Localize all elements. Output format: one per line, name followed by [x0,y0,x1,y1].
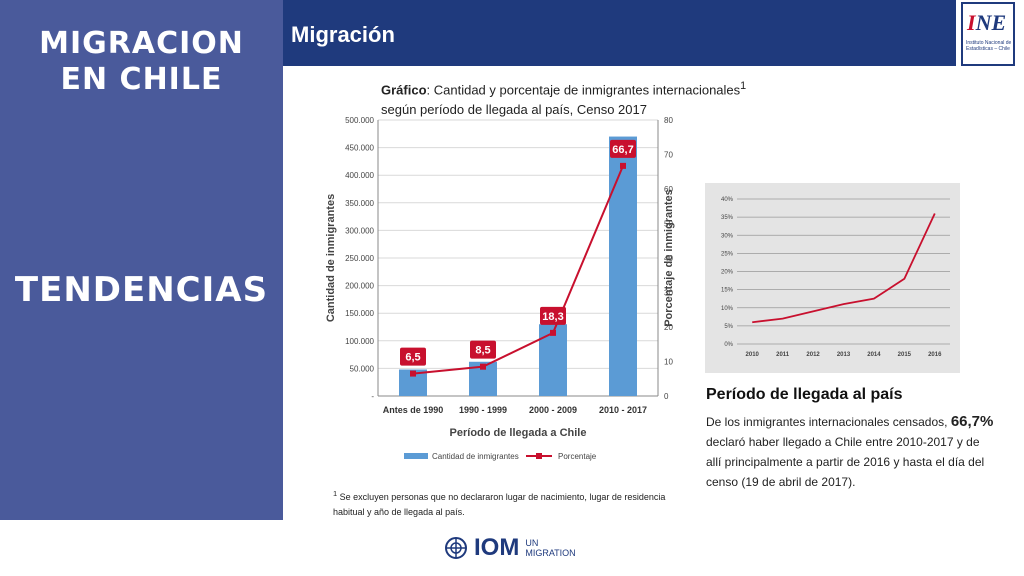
un-emblem-icon [445,537,467,559]
logo-subtext: Instituto Nacional de Estadísticas – Chi… [966,40,1012,52]
y-tick-label: 450.000 [345,144,374,153]
inset-y-tick-label: 40% [721,197,734,203]
data-label-box [470,340,496,359]
y2-tick-label: 70 [664,151,673,160]
y2-tick-label: 0 [664,392,669,401]
caption-line1: : Cantidad y porcentaje de inmigrantes i… [426,82,741,98]
title-line1: MIGRACION [39,26,244,61]
y-tick-label: 400.000 [345,171,374,180]
caption-line2: según período de llegada al país, Censo … [381,102,647,118]
legend-label: Porcentaje [558,452,597,461]
legend-label: Cantidad de inmigrantes [432,452,519,461]
footnote-sup: 1 [333,489,338,498]
inset-y-tick-label: 10% [721,306,734,312]
y-tick-label: 100.000 [345,337,374,346]
section-title: MIGRACION EN CHILE [0,26,283,98]
percentage-line [412,165,624,375]
percentage-point [410,370,416,377]
periodo-text-after: declaró haber llegado a Chile entre 2010… [706,435,985,489]
y2-tick-label: 50 [664,220,673,229]
y-tick-label: 50.000 [350,364,375,373]
chart-caption: Gráfico: Cantidad y porcentaje de inmigr… [381,76,746,120]
iom-logo: IOM UN MIGRATION [444,534,576,562]
periodo-highlight: 66,7% [950,413,994,430]
data-label-box [610,139,636,158]
main-chart: - 50.000 100.000 150.000 200.000 250.000 300.0… [325,116,675,461]
y-tick-label: 150.000 [345,309,374,318]
periodo-text-before: De los inmigrantes internacionales censa… [706,415,951,429]
inset-y-tick-label: 25% [721,251,734,257]
inset-y-tick-label: 15% [721,288,734,294]
inset-y-tick-label: 35% [721,215,734,221]
y2-tick-label: 80 [664,116,673,125]
periodo-text: De los inmigrantes internacionales censa… [706,412,996,492]
legend-marker [536,453,542,459]
footnote-text: Se excluyen personas que no declararon l… [333,492,666,517]
inset-y-tick-label: 5% [724,324,733,330]
caption-sup: 1 [740,80,747,92]
y2-tick-label: 40 [664,254,673,263]
bar [609,136,637,396]
inset-background [705,183,960,373]
x-tick-label: 1990 - 1999 [459,405,507,415]
y2-tick-label: 60 [664,185,673,194]
data-label: 66,7 [612,144,633,156]
inset-x-tick-label: 2011 [776,352,790,358]
data-label: 8,5 [475,345,490,357]
y2-tick-label: 10 [664,358,673,367]
y-tick-label: 500.000 [345,116,374,125]
inset-x-tick-label: 2016 [928,352,942,358]
percentage-point [480,363,486,370]
x-axis-title: Período de llegada a Chile [450,427,587,439]
y2-tick-label: 20 [664,323,673,332]
inset-y-tick-label: 30% [721,233,734,239]
inset-chart: 0% 5% 10% 15% 20% 25% 30% 35% 40% 2010 2011 2012 201… [705,183,960,373]
inset-x-tick-label: 2012 [806,352,820,358]
caption-label: Gráfico [381,82,427,98]
x-tick-label: Antes de 1990 [383,405,444,415]
y-tick-label: 250.000 [345,254,374,263]
percentage-point [550,329,556,336]
data-label-box [540,306,566,325]
header-title: Migración [291,22,395,47]
y-tick-label: 300.000 [345,226,374,235]
inset-y-tick-label: 0% [724,342,733,348]
percentage-point [620,162,626,169]
y-tick-label: - [371,392,374,401]
un-text: UN [525,538,539,548]
data-label: 6,5 [405,352,420,364]
iom-text: IOM [474,534,520,561]
inset-x-tick-label: 2015 [898,352,912,358]
inset-y-tick-label: 20% [721,270,734,276]
inset-x-tick-label: 2013 [837,352,851,358]
inset-x-tick-label: 2010 [746,352,760,358]
y-tick-label: 350.000 [345,199,374,208]
inset-x-tick-label: 2014 [867,352,881,358]
header-bar: Migración [283,0,956,66]
y2-tick-label: 30 [664,289,673,298]
section-subtitle: TENDENCIAS [14,270,269,310]
x-tick-label: 2010 - 2017 [599,405,647,415]
y-axis-title: Cantidad de inmigrantes [325,194,337,322]
y2-axis-title: Porcentaje de inmigrantes [663,189,675,327]
left-panel: MIGRACION EN CHILE TENDENCIAS [0,0,283,520]
data-label: 18,3 [542,311,563,323]
ine-logo: INE Instituto Nacional de Estadísticas –… [961,2,1015,66]
legend-swatch-bars [404,453,428,459]
migration-text: MIGRATION [525,548,576,558]
inset-line [752,213,936,324]
periodo-title: Período de llegada al país [706,386,903,403]
footnote: 1 Se excluyen personas que no declararon… [333,486,673,520]
logo-mark: INE [967,10,1007,35]
bar [539,324,567,396]
data-label-box [400,347,426,366]
x-tick-label: 2000 - 2009 [529,405,577,415]
y-tick-label: 200.000 [345,282,374,291]
title-line2: EN CHILE [60,62,223,97]
un-migration-text: UN MIGRATION [525,538,575,558]
